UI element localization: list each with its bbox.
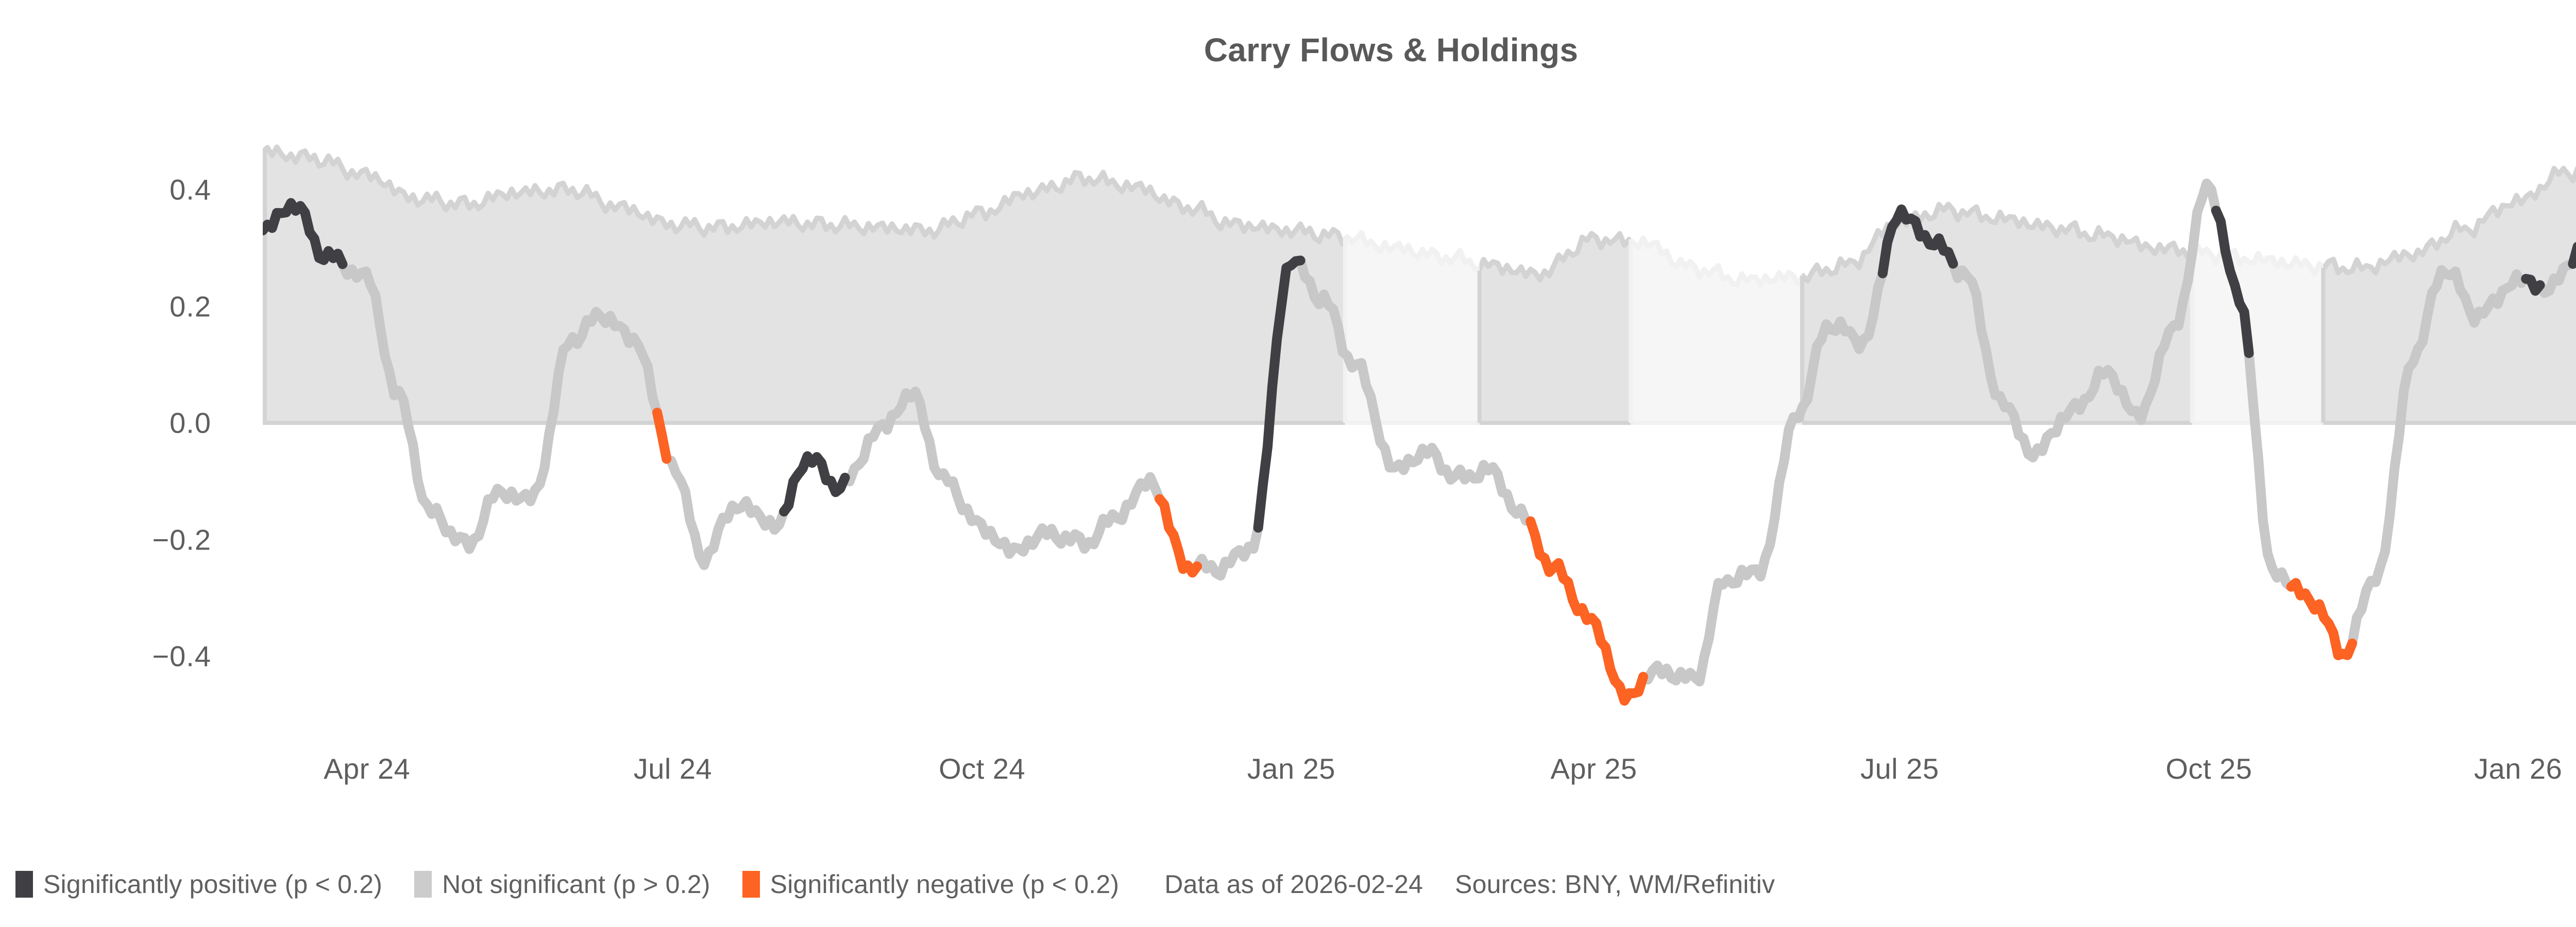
y-axis-tick-label: 0.2 <box>170 290 211 323</box>
legend-swatch-not-significant-icon <box>414 871 432 898</box>
x-axis: Apr 24 Jul 24 Oct 24 Jan 25 Apr 25 Jul 25 Oct … <box>263 752 2576 798</box>
holdings-outline-band <box>1479 231 1631 283</box>
x-axis-tick-label: Jul 24 <box>633 752 713 785</box>
sources-label: Sources: BNY, WM/Refinitiv <box>1455 870 1775 899</box>
y-axis-tick-label: −0.4 <box>152 640 211 673</box>
page-title: Carry Flows & Holdings <box>1204 31 1579 68</box>
plot-area <box>263 131 2576 726</box>
holdings-outline-band <box>263 144 1345 247</box>
y-axis-tick-label: −0.2 <box>152 523 211 556</box>
holdings-outline-band <box>2192 243 2324 277</box>
flows-line-significant-positive <box>1877 204 1958 279</box>
holdings-area-band <box>2323 168 2576 423</box>
legend-label: Significantly positive (p < 0.2) <box>43 870 383 899</box>
legend-item-significantly-positive[interactable]: Significantly positive (p < 0.2) <box>15 869 382 899</box>
flows-line-significant-positive <box>2521 273 2545 296</box>
x-axis-tick-label: Jan 26 <box>2474 752 2563 785</box>
flows-line-significant-positive <box>2211 205 2254 358</box>
legend-label: Significantly negative (p < 0.2) <box>770 870 1120 899</box>
x-axis-tick-label: Jul 25 <box>1860 752 1939 785</box>
flows-line-significant-positive <box>1253 255 1306 533</box>
chart-canvas <box>263 144 2576 706</box>
flows-line-significant-negative <box>2286 578 2358 660</box>
flows-line-significant-negative <box>1155 494 1202 578</box>
flows-line-significant-positive <box>779 451 850 517</box>
chart-legend: Significantly positive (p < 0.2) Not sign… <box>15 861 2576 907</box>
x-axis-tick-label: Oct 24 <box>939 752 1026 785</box>
x-axis-tick-label: Oct 25 <box>2165 752 2252 785</box>
legend-item-not-significant[interactable]: Not significant (p > 0.2) <box>414 869 710 899</box>
y-axis-tick-label: 0.0 <box>170 406 211 439</box>
legend-label: Not significant (p > 0.2) <box>442 870 710 899</box>
holdings-area-band <box>2192 245 2324 423</box>
holdings-area-band <box>1345 232 1480 423</box>
x-axis-tick-label: Apr 25 <box>1550 752 1637 785</box>
legend-swatch-significantly-positive-icon <box>15 871 33 898</box>
holdings-area-band <box>1479 233 1631 423</box>
x-axis-tick-label: Jan 25 <box>1247 752 1335 785</box>
flows-line-significant-negative <box>652 407 672 464</box>
y-axis-tick-label: 0.4 <box>170 173 211 206</box>
flows-line-significant-positive <box>263 198 348 269</box>
legend-item-significantly-negative[interactable]: Significantly negative (p < 0.2) <box>742 869 1120 899</box>
data-as-of-label: Data as of 2026-02-24 <box>1164 870 1423 899</box>
y-axis: 0.4 0.2 0.0 −0.2 −0.4 <box>0 131 242 726</box>
x-axis-tick-label: Apr 24 <box>324 752 411 785</box>
holdings-area-band <box>263 147 1345 423</box>
legend-swatch-significantly-negative-icon <box>742 871 760 898</box>
flows-line-significant-negative <box>1526 516 1648 706</box>
